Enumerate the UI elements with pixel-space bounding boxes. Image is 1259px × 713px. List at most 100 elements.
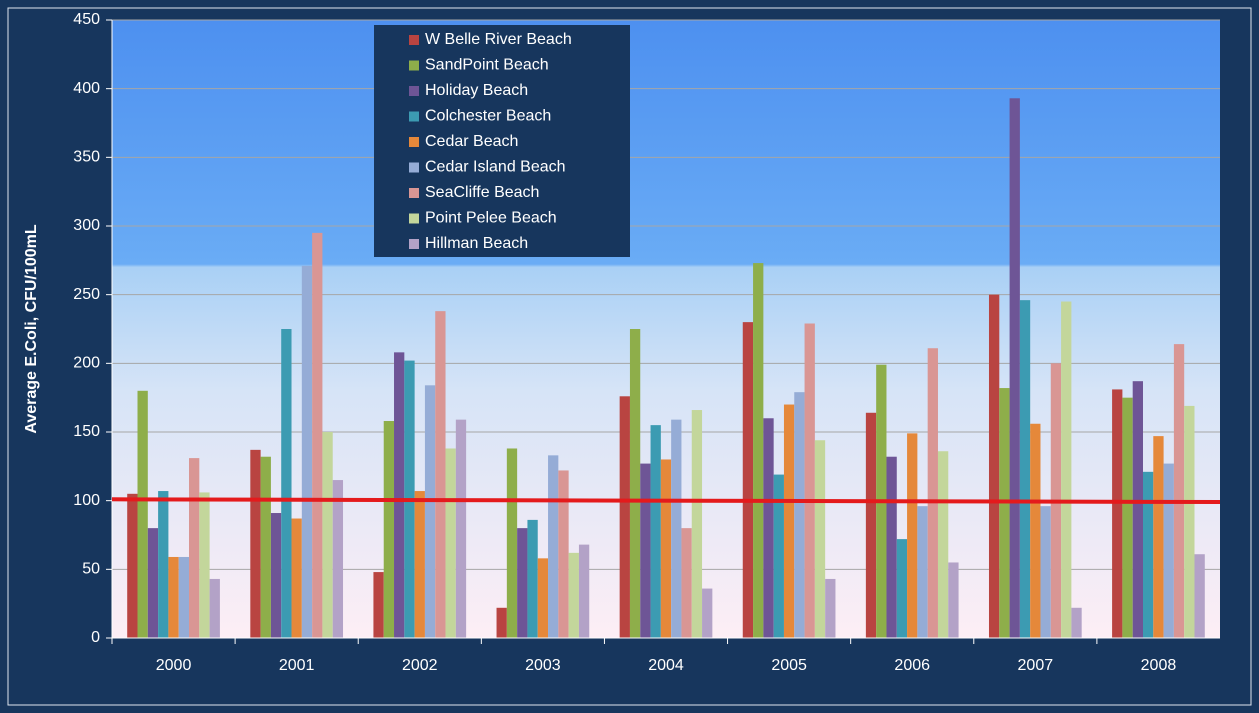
bar	[1142, 471, 1154, 638]
bar	[496, 607, 507, 638]
bar	[332, 480, 344, 638]
bar	[537, 558, 549, 638]
bar	[260, 456, 271, 638]
y-tick-label: 150	[73, 423, 100, 440]
bar	[291, 518, 302, 638]
bar	[270, 513, 282, 638]
bar	[783, 404, 795, 638]
bar	[250, 449, 261, 638]
bar	[568, 552, 579, 638]
bar	[619, 396, 630, 638]
bar	[506, 448, 518, 638]
bar	[948, 562, 959, 638]
bar	[445, 448, 456, 638]
bar	[209, 578, 220, 638]
bar	[1163, 463, 1174, 638]
legend-swatch	[409, 213, 419, 224]
x-tick-label: 2008	[1141, 657, 1177, 674]
legend-label: Cedar Island Beach	[425, 159, 566, 176]
bar	[1153, 436, 1164, 638]
legend-label: Cedar Beach	[425, 133, 518, 150]
bar	[1122, 397, 1133, 638]
reference-line	[111, 497, 1221, 505]
legend-swatch	[409, 86, 419, 96]
bar	[1112, 389, 1123, 638]
legend-label: Holiday Beach	[425, 82, 528, 99]
bar	[383, 421, 395, 638]
bar	[527, 519, 538, 638]
x-tick-label: 2000	[156, 657, 192, 674]
bar	[558, 470, 569, 638]
y-tick-label: 0	[91, 629, 100, 646]
bar	[1009, 98, 1020, 638]
bar	[1071, 607, 1082, 638]
bar	[1194, 554, 1205, 638]
bar	[650, 425, 661, 638]
x-tick-label: 2005	[771, 657, 807, 674]
bar	[999, 388, 1010, 638]
legend-label: SeaCliffe Beach	[425, 184, 539, 201]
bar	[189, 458, 200, 638]
y-tick-label: 200	[73, 355, 100, 372]
x-tick-label: 2004	[648, 657, 684, 674]
y-tick-label: 250	[73, 286, 100, 303]
bar	[640, 463, 651, 638]
y-tick-label: 400	[73, 80, 100, 97]
legend-swatch	[409, 239, 419, 249]
bar	[691, 410, 703, 638]
y-tick-label: 300	[73, 217, 100, 234]
bar	[804, 323, 815, 638]
legend-swatch	[409, 162, 419, 173]
bar	[137, 390, 148, 638]
bar	[814, 440, 826, 638]
bar	[199, 492, 210, 638]
bar	[1040, 506, 1051, 638]
bar	[127, 493, 138, 638]
bar	[825, 578, 836, 638]
bar	[702, 588, 713, 638]
bar	[937, 451, 949, 638]
bar	[424, 385, 436, 638]
bar	[373, 572, 384, 638]
bar	[1019, 300, 1031, 638]
bar	[794, 392, 805, 638]
y-tick-label: 100	[73, 492, 100, 509]
bar	[455, 419, 467, 638]
y-tick-label: 50	[82, 561, 100, 578]
bar	[322, 432, 333, 638]
bar	[147, 528, 159, 638]
bar	[896, 539, 908, 638]
bar	[1173, 344, 1185, 638]
bar	[886, 456, 897, 638]
bar	[917, 506, 928, 638]
bar	[660, 459, 672, 638]
bar	[158, 491, 169, 638]
legend-label: Hillman Beach	[425, 235, 528, 252]
bar	[435, 311, 446, 638]
legend-swatch	[409, 137, 419, 147]
legend-swatch	[409, 188, 419, 198]
legend-label: SandPoint Beach	[425, 57, 549, 74]
x-tick-label: 2002	[402, 657, 438, 674]
bar	[753, 263, 764, 638]
bar	[1030, 423, 1041, 638]
y-tick-label: 450	[73, 11, 100, 28]
bar	[865, 412, 877, 638]
y-axis-title: Average E.Coli, CFU/100mL	[23, 224, 40, 433]
bar	[629, 329, 641, 638]
bar	[414, 491, 425, 638]
bar	[281, 329, 292, 638]
x-tick-label: 2006	[894, 657, 930, 674]
bar	[1061, 301, 1072, 638]
bar	[178, 556, 190, 638]
bar	[671, 419, 682, 638]
bar	[168, 556, 179, 638]
bar	[988, 294, 1000, 638]
bar	[517, 528, 528, 638]
bar	[742, 322, 754, 638]
bar	[301, 265, 313, 638]
x-tick-label: 2007	[1018, 657, 1054, 674]
legend-swatch	[409, 111, 419, 122]
bar	[907, 433, 918, 638]
bar	[927, 348, 938, 638]
